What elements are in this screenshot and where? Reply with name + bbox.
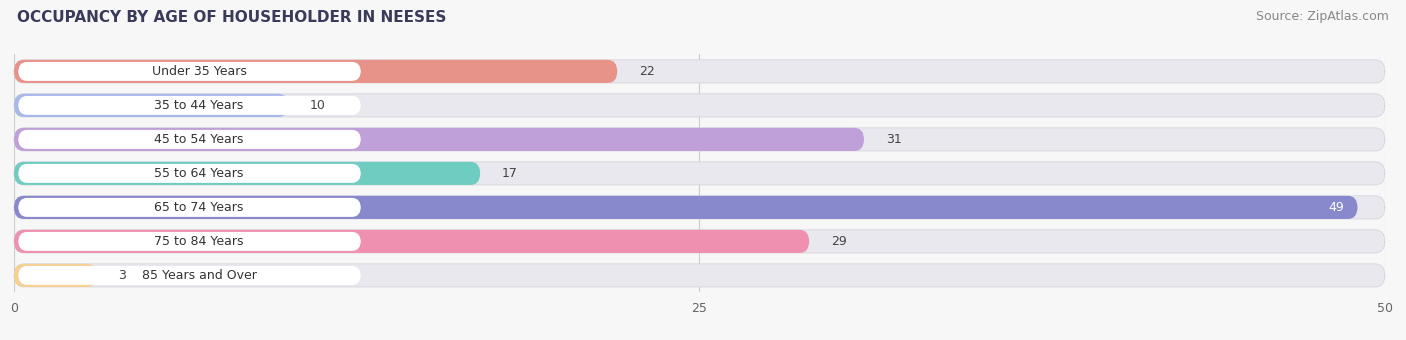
Text: 35 to 44 Years: 35 to 44 Years <box>155 99 243 112</box>
Text: 45 to 54 Years: 45 to 54 Years <box>155 133 243 146</box>
FancyBboxPatch shape <box>14 128 863 151</box>
Text: 55 to 64 Years: 55 to 64 Years <box>155 167 243 180</box>
FancyBboxPatch shape <box>18 266 361 285</box>
Text: 31: 31 <box>886 133 901 146</box>
FancyBboxPatch shape <box>14 60 617 83</box>
Text: 65 to 74 Years: 65 to 74 Years <box>155 201 243 214</box>
Text: 3: 3 <box>118 269 127 282</box>
FancyBboxPatch shape <box>14 196 1385 219</box>
FancyBboxPatch shape <box>18 96 361 115</box>
Text: Under 35 Years: Under 35 Years <box>152 65 246 78</box>
Text: 29: 29 <box>831 235 846 248</box>
FancyBboxPatch shape <box>18 198 361 217</box>
FancyBboxPatch shape <box>14 264 96 287</box>
Text: Source: ZipAtlas.com: Source: ZipAtlas.com <box>1256 10 1389 23</box>
FancyBboxPatch shape <box>14 264 1385 287</box>
FancyBboxPatch shape <box>14 196 1358 219</box>
FancyBboxPatch shape <box>14 60 1385 83</box>
FancyBboxPatch shape <box>18 232 361 251</box>
Text: 85 Years and Over: 85 Years and Over <box>142 269 256 282</box>
Text: 10: 10 <box>311 99 326 112</box>
Text: 22: 22 <box>640 65 655 78</box>
FancyBboxPatch shape <box>18 130 361 149</box>
FancyBboxPatch shape <box>14 230 1385 253</box>
Text: 75 to 84 Years: 75 to 84 Years <box>155 235 243 248</box>
FancyBboxPatch shape <box>14 162 1385 185</box>
FancyBboxPatch shape <box>14 230 810 253</box>
FancyBboxPatch shape <box>18 164 361 183</box>
FancyBboxPatch shape <box>14 94 1385 117</box>
FancyBboxPatch shape <box>18 62 361 81</box>
Text: OCCUPANCY BY AGE OF HOUSEHOLDER IN NEESES: OCCUPANCY BY AGE OF HOUSEHOLDER IN NEESE… <box>17 10 446 25</box>
FancyBboxPatch shape <box>14 94 288 117</box>
Text: 49: 49 <box>1329 201 1344 214</box>
FancyBboxPatch shape <box>14 162 481 185</box>
Text: 17: 17 <box>502 167 517 180</box>
FancyBboxPatch shape <box>14 128 1385 151</box>
